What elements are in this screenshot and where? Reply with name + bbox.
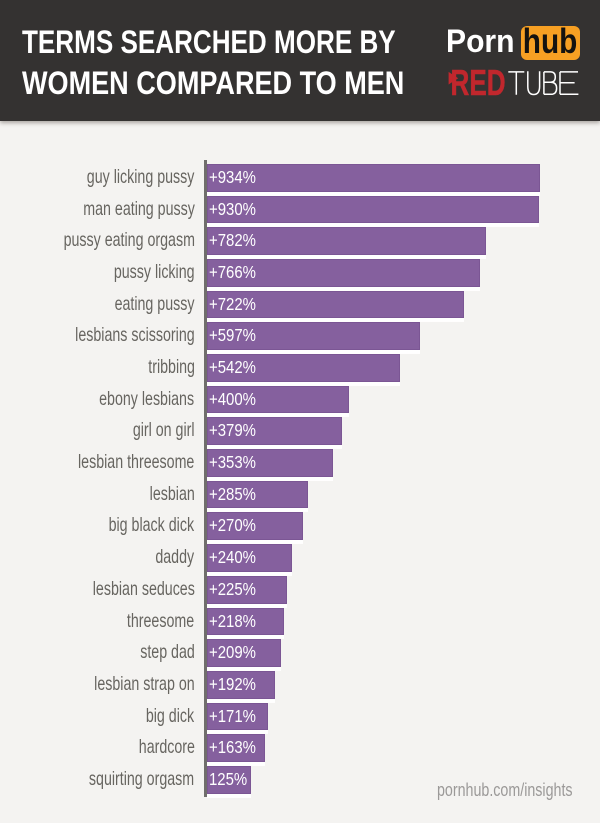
svg-text:RED: RED — [451, 63, 506, 103]
